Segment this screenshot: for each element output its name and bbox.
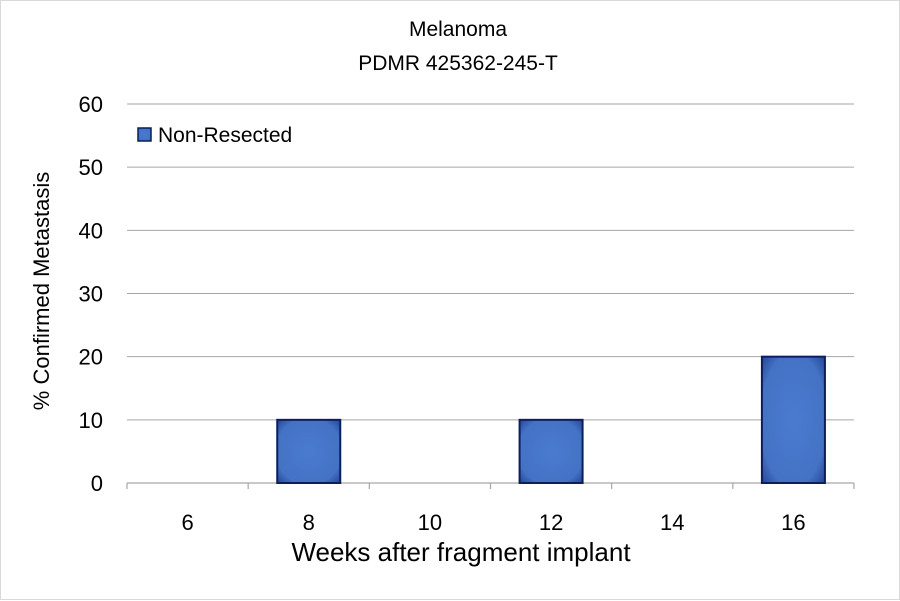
y-tick-label: 0 [91, 471, 103, 496]
x-tick-label: 14 [660, 510, 684, 535]
y-tick-label: 60 [79, 92, 103, 117]
y-tick-label: 50 [79, 155, 103, 180]
chart-subtitle: PDMR 425362-245-T [358, 52, 558, 75]
y-tick-label: 30 [79, 282, 103, 307]
chart-title: Melanoma [409, 18, 507, 41]
x-axis [126, 482, 855, 489]
y-tick-labels: 0 10 20 30 40 50 60 [79, 92, 103, 496]
x-tick-label: 6 [181, 510, 193, 535]
y-tick-label: 40 [79, 218, 103, 243]
bar-12 [518, 418, 584, 485]
x-axis-label: Weeks after fragment implant [291, 537, 631, 567]
gridlines [127, 103, 854, 421]
y-axis-label: % Confirmed Metastasis [29, 172, 54, 410]
x-tick-label: 12 [539, 510, 563, 535]
legend-label-non-resected: Non-Resected [158, 124, 292, 147]
bar-16 [760, 355, 826, 484]
x-tick-label: 16 [781, 510, 805, 535]
bars [276, 355, 826, 485]
legend-swatch [137, 127, 152, 142]
y-tick-label: 10 [79, 408, 103, 433]
x-tick-labels: 6 8 10 12 14 16 [181, 510, 805, 535]
legend: Non-Resected [137, 124, 292, 147]
x-tick-label: 8 [303, 510, 315, 535]
x-tick-label: 10 [418, 510, 442, 535]
bar-8 [276, 418, 342, 485]
y-tick-label: 20 [79, 345, 103, 370]
